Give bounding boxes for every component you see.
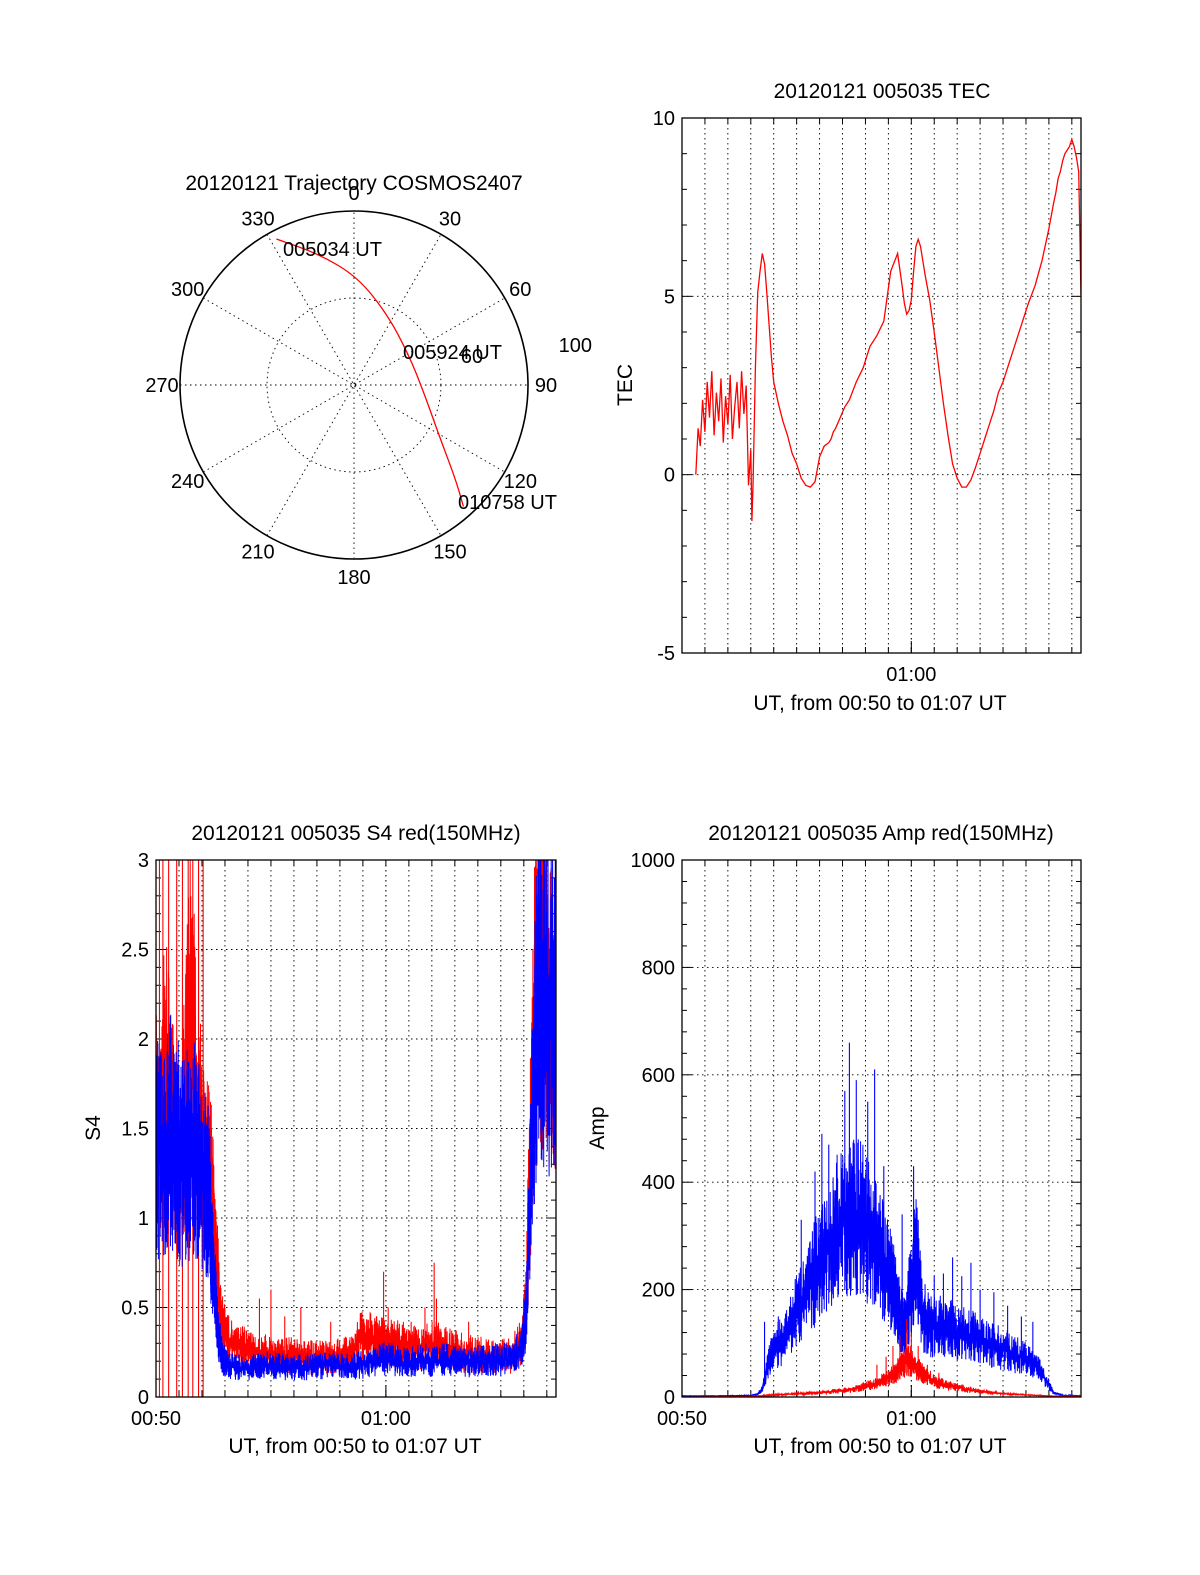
y-tick-label: 200 <box>642 1280 675 1302</box>
y-tick-label: 800 <box>642 957 675 979</box>
y-tick-label: 3 <box>138 850 149 872</box>
x-tick-label: 01:00 <box>886 1408 936 1430</box>
s4-frame <box>155 859 557 1398</box>
polar-angle-label: 0 <box>348 183 359 205</box>
tec-line <box>695 137 1081 522</box>
series-blue-noise <box>156 860 556 1381</box>
y-tick-label: 1000 <box>631 850 676 872</box>
polar-angle-label: 330 <box>241 209 274 231</box>
x-tick-label: 01:00 <box>361 1408 411 1430</box>
trajectory-mid-label: 005924 UT <box>403 342 502 364</box>
polar-angle-label: 60 <box>509 279 531 301</box>
polar-angle-label: 180 <box>337 567 370 589</box>
series-blue-line <box>682 1213 1081 1397</box>
polar-angle-label: 120 <box>504 471 537 493</box>
s4-series <box>156 860 556 1397</box>
trajectory-end-label: 010758 UT <box>458 492 557 514</box>
tec-ticks: -5 0 5 10 01:00 <box>653 108 1081 686</box>
polar-spoke <box>266 234 442 536</box>
x-tick-label: 00:50 <box>131 1408 181 1430</box>
tec-xlabel: UT, from 00:50 to 01:07 UT <box>753 692 1006 715</box>
amp-ylabel: Amp <box>586 1106 609 1149</box>
polar-radius-label-inner: 60 <box>461 346 483 368</box>
s4-ylabel: S4 <box>82 1115 105 1141</box>
polar-angle-label: 240 <box>171 471 204 493</box>
amp-frame <box>681 859 1082 1398</box>
polar-grid <box>179 210 529 560</box>
series-clip-group <box>695 137 1081 522</box>
y-tick-label: 0.5 <box>121 1298 149 1320</box>
y-tick-label: 0 <box>138 1387 149 1409</box>
y-tick-label: 1 <box>138 1208 149 1230</box>
polar-inner-circle <box>266 297 442 473</box>
polar-angle-label: 270 <box>145 375 178 397</box>
y-tick-label: 0 <box>664 1387 675 1409</box>
polar-angle-label: 210 <box>241 541 274 563</box>
x-tick-label: 00:50 <box>657 1408 707 1430</box>
y-tick-label: 600 <box>642 1065 675 1087</box>
tec-grid <box>682 118 1081 653</box>
tec-frame <box>681 117 1082 654</box>
y-tick-label: 400 <box>642 1172 675 1194</box>
polar-angle-label: 90 <box>535 375 557 397</box>
s4-ticks: 0 0.5 1 1.5 2 2.5 3 00:50 01:00 <box>121 850 556 1430</box>
tec-ylabel: TEC <box>614 364 637 406</box>
amp-xlabel: UT, from 00:50 to 01:07 UT <box>753 1435 1006 1458</box>
trajectory-polar-plot: 20120121 Trajectory COSMOS2407 0 30 60 90 12… <box>145 172 592 589</box>
amp-plot: 20120121 005035 Amp red(150MHz) 0 200 400 6… <box>586 822 1082 1458</box>
y-tick-label: 2.5 <box>121 940 149 962</box>
y-tick-label: -5 <box>657 643 675 665</box>
polar-angle-labels: 0 30 60 90 120 150 180 210 240 270 300 330 <box>145 183 557 589</box>
series-blue-noise <box>682 1139 1081 1397</box>
tec-title: 20120121 005035 TEC <box>774 80 991 103</box>
s4-xlabel: UT, from 00:50 to 01:07 UT <box>228 1435 481 1458</box>
y-tick-label: 0 <box>664 465 675 487</box>
s4-title: 20120121 005035 S4 red(150MHz) <box>191 822 520 845</box>
y-tick-label: 10 <box>653 108 675 130</box>
amp-grid <box>682 860 1081 1397</box>
polar-angle-label: 300 <box>171 279 204 301</box>
polar-title: 20120121 Trajectory COSMOS2407 <box>185 172 522 195</box>
series-clip-group <box>156 860 556 1397</box>
polar-spoke <box>203 297 505 473</box>
y-tick-label: 2 <box>138 1029 149 1051</box>
trajectory-start-label: 005034 UT <box>283 239 382 261</box>
s4-plot: 20120121 005035 S4 red(150MHz) 0 0.5 1 1.5 2… <box>82 822 557 1458</box>
amp-series <box>682 1042 1081 1397</box>
tec-series <box>695 137 1081 522</box>
trajectory-track <box>276 238 465 507</box>
series-red-line <box>682 1358 1081 1397</box>
series-clip-group <box>682 1042 1081 1397</box>
polar-radius-label-outer: 100 <box>559 335 592 357</box>
polar-spoke <box>203 297 505 473</box>
polar-angle-label: 30 <box>439 209 461 231</box>
amp-title: 20120121 005035 Amp red(150MHz) <box>708 822 1054 845</box>
polar-angle-label: 150 <box>433 541 466 563</box>
x-tick-label: 01:00 <box>886 664 936 686</box>
y-tick-label: 5 <box>664 286 675 308</box>
tec-plot: 20120121 005035 TEC -5 0 5 10 01:00 TEC UT, … <box>614 80 1082 715</box>
s4-grid <box>156 860 556 1397</box>
polar-spoke <box>266 234 442 536</box>
y-tick-label: 1.5 <box>121 1119 149 1141</box>
series-blue-line <box>156 967 556 1369</box>
